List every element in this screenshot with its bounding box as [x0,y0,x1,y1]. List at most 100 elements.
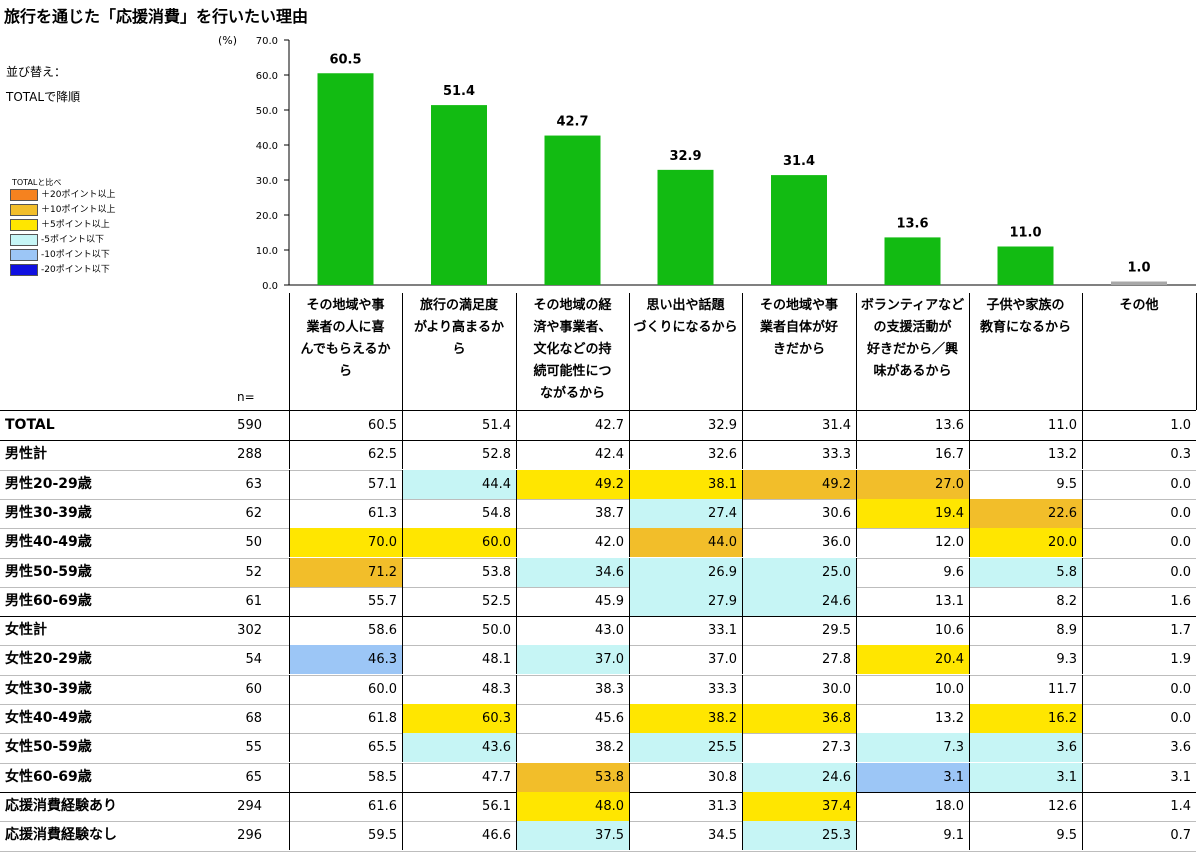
row-label: 女性計 [5,622,47,639]
legend-swatch [10,234,38,246]
row-divider [0,528,1196,530]
table-cell: 3.6 [1082,733,1196,763]
legend-item: -20ポイント以下 [10,264,170,278]
table-cell: 1.6 [1082,586,1196,616]
table-cell: 42.0 [516,528,629,558]
row-n: 61 [245,593,262,609]
legend-swatch [10,189,38,201]
table-cell: 3.1 [1082,762,1196,792]
table-cell: 25.5 [629,733,742,763]
column-header-line: 旅行の満足度 [419,298,498,313]
sort-value: TOTALで降順 [6,90,81,104]
table-cell: 0.0 [1082,469,1196,499]
legend-swatch [10,264,38,276]
bar-value-label: 42.7 [556,115,588,130]
table-cell: 38.1 [629,469,742,499]
table-cell: 45.6 [516,704,629,733]
table-cell: 12.0 [856,528,969,558]
table-cell: 10.6 [856,616,969,646]
table-cell: 3.1 [856,762,969,792]
table-cell: 13.2 [856,704,969,733]
column-header-line: 味があるから [873,364,952,379]
row-label: 応援消費経験なし [5,827,117,844]
legend-swatch [10,249,38,261]
column-divider [1196,293,1197,410]
legend-item: -10ポイント以下 [10,249,170,263]
table-cell: 0.0 [1082,704,1196,733]
legend-label: -10ポイント以下 [41,250,110,260]
table-row: 女性計 302 58.6 50.0 43.0 33.1 29.5 10.6 8.9 1.7 [0,616,1200,646]
table-row: 男性20-29歳 63 57.1 44.4 49.2 38.1 49.2 27.0 9.5 0.0 [0,469,1200,499]
table-cell: 25.3 [742,821,856,851]
table-cell: 8.9 [969,616,1082,646]
table-cell: 34.6 [516,557,629,587]
table-cell: 18.0 [856,791,969,821]
column-header-line: 子供や家族の [986,298,1065,313]
table-cell: 46.3 [289,645,402,675]
table-cell: 27.9 [629,586,742,616]
column-header-line: その他 [1119,298,1159,313]
row-label: TOTAL [5,417,55,433]
column-divider [742,293,743,410]
table-cell: 56.1 [402,791,516,821]
row-divider [0,440,1196,442]
column-header-line: 業者の人に喜 [306,320,385,335]
column-divider [516,293,517,410]
table-cell: 11.7 [969,674,1082,704]
y-tick-label: 0.0 [262,281,278,292]
row-n: 54 [245,652,262,668]
column-header-line: んでもらえるか [300,342,391,357]
table-cell: 58.5 [289,762,402,792]
row-divider [0,616,1196,618]
table-cell: 3.6 [969,733,1082,763]
table-cell: 20.0 [969,528,1082,558]
row-n: 60 [245,681,262,697]
table-cell: 60.5 [289,411,402,440]
column-header: 思い出や話題 づくりになるから [629,293,742,410]
y-axis-unit: (%) [218,34,238,47]
row-n: 294 [237,798,262,814]
table-cell: 31.3 [629,791,742,821]
column-header-line: その地域や事 [306,298,385,313]
legend-label: ＋10ポイント以上 [41,205,116,215]
table-cell: 70.0 [289,528,402,558]
column-header-line: その地域や事 [759,298,838,313]
bar [1111,281,1167,285]
table-cell: 37.0 [629,645,742,675]
table-cell: 3.1 [969,762,1082,792]
bar-value-label: 32.9 [669,149,701,164]
column-divider [1082,293,1083,410]
legend-swatch [10,219,38,231]
table-cell: 0.0 [1082,528,1196,558]
row-label: 女性40-49歳 [5,710,92,726]
table-row: 女性40-49歳 68 61.8 60.3 45.6 38.2 36.8 13.2 16.2 0.… [0,704,1200,733]
table-cell: 7.3 [856,733,969,763]
table-cell: 44.0 [629,528,742,558]
row-n: 296 [237,828,262,844]
table-cell: 71.2 [289,557,402,587]
table-cell: 36.8 [742,704,856,733]
legend-label: -5ポイント以下 [41,235,104,245]
column-header-line: づくりになるから [633,320,738,335]
legend-label: ＋5ポイント以上 [41,220,110,230]
column-header: 子供や家族の 教育になるから [969,293,1082,410]
row-divider [0,733,1196,735]
table-row: 男性50-59歳 52 71.2 53.8 34.6 26.9 25.0 9.6 5.8 0.0 [0,557,1200,587]
row-n: 50 [245,535,262,551]
table-cell: 42.4 [516,440,629,470]
table-cell: 0.3 [1082,440,1196,470]
row-label: 女性30-39歳 [5,680,92,697]
table-cell: 49.2 [742,469,856,499]
table-row: 男性40-49歳 50 70.0 60.0 42.0 44.0 36.0 12.0 20.0 0.… [0,528,1200,558]
column-divider [289,293,290,410]
y-tick-label: 20.0 [256,211,278,222]
column-header-line: 好きだから／興 [866,342,958,357]
column-header-line: ら [452,342,466,357]
table-cell: 60.3 [402,704,516,733]
column-divider [856,293,857,410]
table-row: 女性20-29歳 54 46.3 48.1 37.0 37.0 27.8 20.4 9.3 1.9 [0,645,1200,675]
table-cell: 1.4 [1082,791,1196,821]
table-cell: 10.0 [856,674,969,704]
table-cell: 9.5 [969,821,1082,851]
row-divider [0,674,1196,676]
